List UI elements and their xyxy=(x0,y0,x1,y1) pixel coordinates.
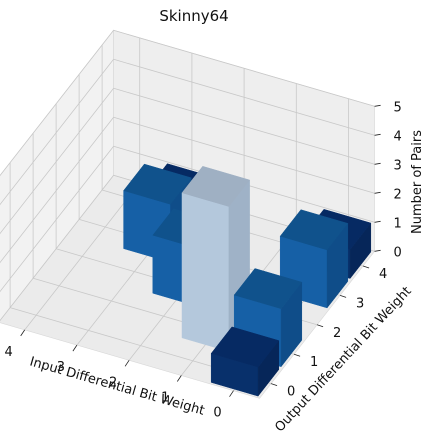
z-tick-label: 4 xyxy=(393,129,401,144)
bars xyxy=(123,163,372,397)
bar-top-face xyxy=(210,326,280,368)
x-tick-label: 1 xyxy=(161,391,169,406)
z-tick-mark xyxy=(374,220,381,223)
back-grid-line xyxy=(113,87,375,165)
x-tick-mark xyxy=(20,329,26,337)
back-grid-line xyxy=(113,58,375,136)
z-tick-mark xyxy=(374,162,381,165)
z-tick-label: 5 xyxy=(393,100,401,115)
bar-top-face xyxy=(181,166,251,207)
chart-title: Skinny64 xyxy=(159,7,228,25)
z-tick-label: 0 xyxy=(393,245,401,260)
x-tick-mark xyxy=(176,375,182,382)
bar xyxy=(210,326,280,397)
y-tick-label: 1 xyxy=(310,355,318,370)
bar-top-face xyxy=(123,163,192,205)
x-tick-mark xyxy=(124,360,130,367)
y-tick-label: 3 xyxy=(356,296,364,311)
y-tick-mark xyxy=(293,353,301,357)
y-tick-mark xyxy=(362,265,370,269)
left-grid-line xyxy=(0,117,114,264)
y-tick-label: 0 xyxy=(287,385,295,400)
y-tick-mark xyxy=(339,295,347,298)
bar-front-face xyxy=(181,192,230,352)
z-tick-mark xyxy=(374,133,381,136)
x-tick-mark xyxy=(72,344,78,352)
back-grid-line xyxy=(113,29,375,107)
x-tick-mark xyxy=(229,390,234,397)
z-tick-label: 2 xyxy=(393,187,401,202)
left-grid-line xyxy=(0,59,114,206)
y-tick-mark xyxy=(270,383,278,386)
z-tick-label: 3 xyxy=(393,158,401,173)
y-tick-label: 2 xyxy=(333,326,341,341)
floor-grid-line xyxy=(24,182,141,331)
x-tick-label: 0 xyxy=(213,406,221,421)
bar-top-face xyxy=(279,209,349,251)
back-grid-line xyxy=(113,116,375,194)
z-tick-label: 1 xyxy=(393,216,401,231)
left-grid-line xyxy=(0,88,114,235)
left-grid-line xyxy=(0,146,114,293)
x-tick-label: 3 xyxy=(57,360,65,375)
left-grid-line xyxy=(0,175,114,322)
z-axis-label: Number of Pairs xyxy=(410,130,425,234)
z-tick-mark xyxy=(374,104,381,107)
z-tick-mark xyxy=(374,191,381,194)
z-tick-mark xyxy=(374,249,381,252)
bar-top-face xyxy=(233,268,303,309)
x-tick-label: 2 xyxy=(109,375,117,390)
x-tick-label: 4 xyxy=(5,345,13,360)
y-tick-label: 4 xyxy=(379,267,387,282)
left-grid-line xyxy=(0,30,114,177)
y-tick-mark xyxy=(316,324,324,328)
